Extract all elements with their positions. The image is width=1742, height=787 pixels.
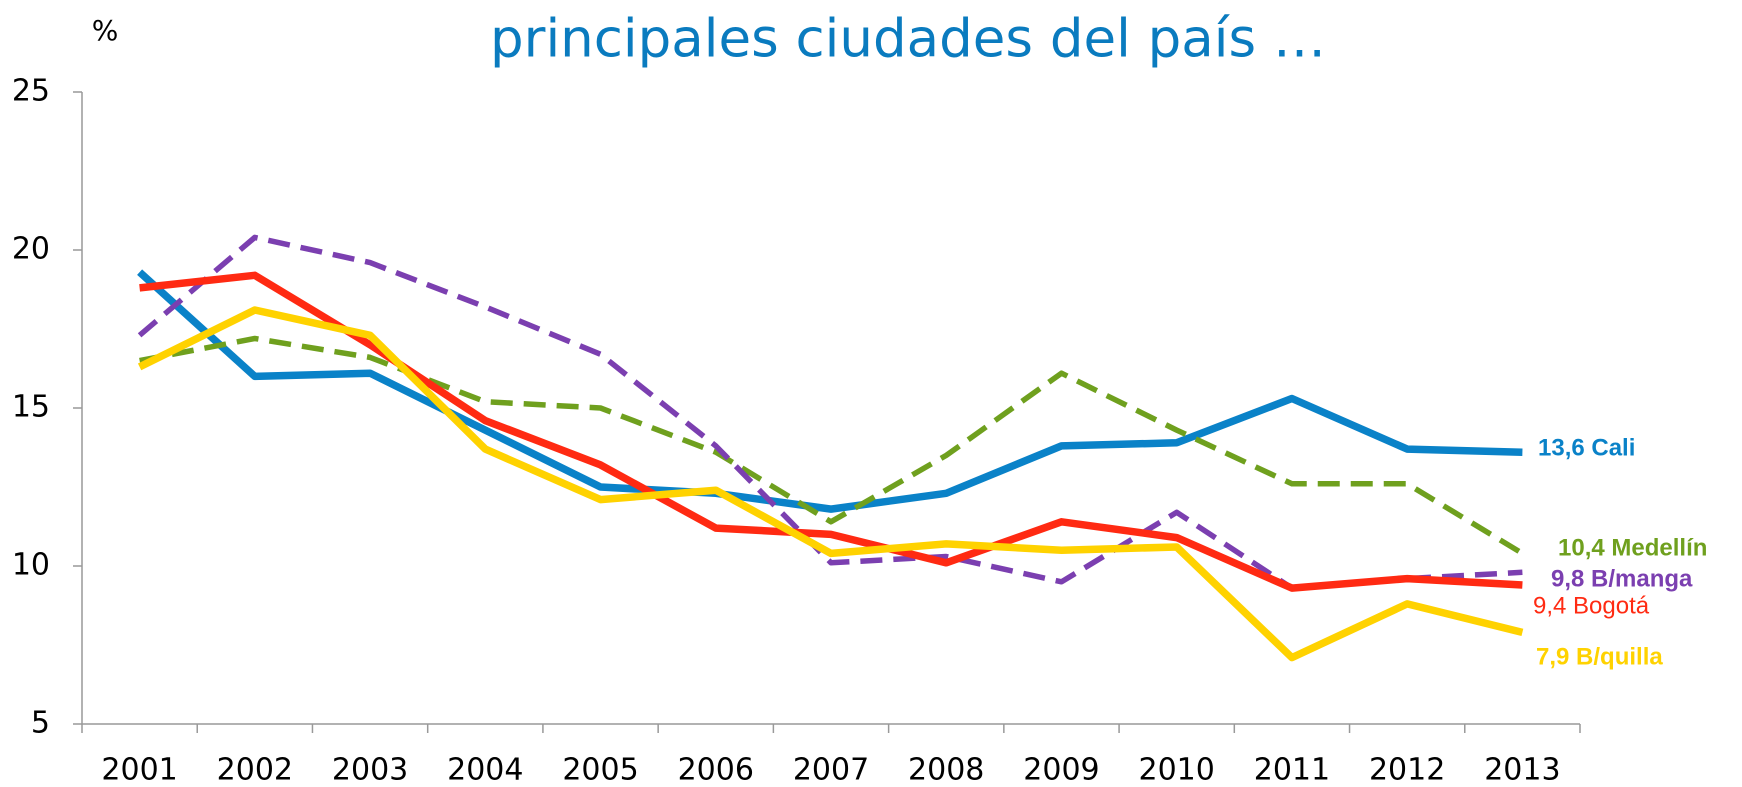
x-tick-label: 2004 [447, 753, 523, 787]
x-tick-label: 2012 [1369, 753, 1445, 787]
x-tick-label: 2009 [1023, 753, 1099, 787]
series-label: 7,9 B/quilla [1536, 643, 1663, 670]
x-tick-label: 2002 [217, 753, 293, 787]
series-line [139, 335, 1524, 556]
x-tick-label: 2003 [332, 753, 408, 787]
x-tick-label: 2006 [678, 753, 754, 787]
series-label: 9,8 B/manga [1551, 565, 1693, 592]
x-tick-label: 2010 [1139, 753, 1215, 787]
x-tick-label: 2008 [908, 753, 984, 787]
x-tick-label: 2007 [793, 753, 869, 787]
series-label: 9,4 Bogotá [1533, 592, 1650, 619]
series-label: 13,6 Cali [1538, 434, 1635, 461]
y-tick-label: 20 [12, 232, 50, 267]
y-axis-label: % [92, 14, 119, 47]
y-tick-label: 25 [12, 74, 50, 109]
series-label: 10,4 Medellín [1558, 534, 1707, 561]
x-tick-label: 2001 [101, 753, 177, 787]
chart-title: principales ciudades del país … [490, 9, 1326, 70]
y-tick-label: 5 [31, 706, 50, 741]
series-line [137, 269, 1523, 513]
series-line [137, 306, 1524, 662]
y-tick-label: 10 [12, 548, 50, 583]
x-tick-label: 2013 [1484, 753, 1560, 787]
y-tick-label: 15 [12, 390, 50, 425]
series-line [139, 271, 1523, 592]
x-tick-label: 2005 [562, 753, 638, 787]
x-tick-label: 2011 [1254, 753, 1330, 787]
